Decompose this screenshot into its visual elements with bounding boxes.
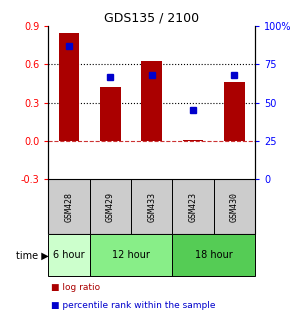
Text: time ▶: time ▶ — [16, 250, 48, 260]
Bar — [172, 234, 255, 276]
Text: ■ percentile rank within the sample: ■ percentile rank within the sample — [51, 301, 216, 310]
Bar — [90, 234, 172, 276]
Bar — [183, 140, 203, 141]
Bar — [224, 82, 245, 141]
Text: GSM428: GSM428 — [64, 192, 74, 222]
Bar — [48, 179, 90, 234]
Text: 18 hour: 18 hour — [195, 250, 232, 260]
Bar — [214, 179, 255, 234]
Bar — [172, 179, 214, 234]
Text: 6 hour: 6 hour — [53, 250, 85, 260]
Text: GSM423: GSM423 — [188, 192, 197, 222]
Bar — [48, 234, 90, 276]
Bar — [59, 33, 79, 141]
Bar — [100, 87, 121, 141]
Title: GDS135 / 2100: GDS135 / 2100 — [104, 12, 199, 25]
Bar — [90, 179, 131, 234]
Text: 12 hour: 12 hour — [112, 250, 150, 260]
Text: GSM429: GSM429 — [106, 192, 115, 222]
Text: ■ log ratio: ■ log ratio — [51, 283, 100, 292]
Bar — [141, 60, 162, 141]
Bar — [131, 179, 172, 234]
Text: GSM430: GSM430 — [230, 192, 239, 222]
Text: GSM433: GSM433 — [147, 192, 156, 222]
